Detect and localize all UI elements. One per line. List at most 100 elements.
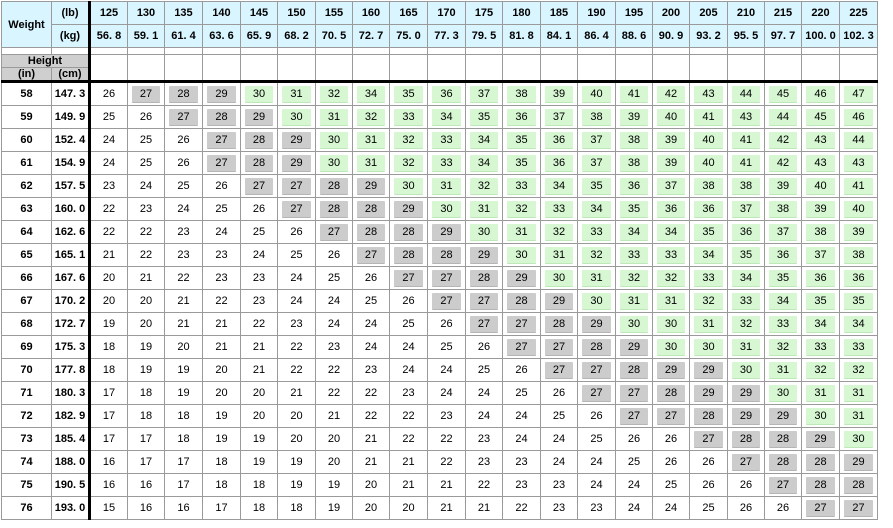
bmi-value: 29 xyxy=(620,338,648,356)
bmi-value-cell: 40 xyxy=(689,151,728,175)
height-in-cell: 73 xyxy=(1,427,52,451)
bmi-value-cell: 42 xyxy=(764,151,802,175)
bmi-value-cell: 19 xyxy=(277,450,316,474)
table-row: 64 162. 6 22 22 23 24 25 26 27 28 28 29 30 31 32 33 34 34… xyxy=(1,220,878,244)
bmi-value-cell: 15 xyxy=(88,496,128,520)
bmi-value: 45 xyxy=(806,108,835,126)
bmi-value-cell: 16 xyxy=(164,496,203,520)
bmi-value: 30 xyxy=(582,292,611,310)
bmi-value-cell: 24 xyxy=(352,312,390,336)
bmi-value: 27 xyxy=(545,338,573,356)
bmi-value-cell: 32 xyxy=(801,358,840,382)
bmi-value-cell: 39 xyxy=(652,151,690,175)
bmi-value: 33 xyxy=(394,108,423,126)
bmi-value-cell: 27 xyxy=(615,381,653,405)
bmi-value: 32 xyxy=(620,269,648,287)
bmi-value-cell: 27 xyxy=(839,496,878,520)
weight-kg-header: 88. 6 xyxy=(615,24,653,48)
bmi-value: 39 xyxy=(620,108,648,126)
bmi-value: 26 xyxy=(102,88,116,100)
bmi-value-cell: 18 xyxy=(164,404,203,428)
bmi-value: 22 xyxy=(364,410,378,422)
bmi-value-cell: 29 xyxy=(540,289,578,313)
bmi-value-cell: 34 xyxy=(839,312,878,336)
bmi-value-cell: 35 xyxy=(727,243,765,267)
bmi-value-cell: 17 xyxy=(164,450,203,474)
bmi-value: 29 xyxy=(282,131,311,149)
bmi-value: 32 xyxy=(582,246,611,264)
bmi-value-cell: 27 xyxy=(727,450,765,474)
height-in-cell: 71 xyxy=(1,381,52,405)
weight-lb-header: 155 xyxy=(315,1,353,25)
bmi-value-cell: 33 xyxy=(502,174,541,198)
bmi-value: 22 xyxy=(139,249,153,261)
bmi-value: 35 xyxy=(620,200,648,218)
bmi-value-cell: 31 xyxy=(839,381,878,405)
bmi-value: 28 xyxy=(169,85,198,103)
bmi-value-cell: 28 xyxy=(202,105,241,129)
bmi-value: 20 xyxy=(364,502,378,514)
bmi-value-cell: 29 xyxy=(240,105,278,129)
bmi-value-cell: 17 xyxy=(164,473,203,497)
spacer-cell xyxy=(315,47,353,55)
spacer-cell xyxy=(689,47,728,55)
bmi-value-cell: 32 xyxy=(652,266,690,290)
bmi-value: 28 xyxy=(245,131,273,149)
bmi-value: 22 xyxy=(102,203,116,215)
bmi-value: 25 xyxy=(477,364,491,376)
bmi-value-cell: 41 xyxy=(615,80,653,106)
blank-header-cell xyxy=(839,54,878,82)
bmi-value-cell: 38 xyxy=(801,220,840,244)
bmi-value-cell: 22 xyxy=(352,381,390,405)
bmi-value-cell: 18 xyxy=(127,404,165,428)
bmi-value: 18 xyxy=(139,410,153,422)
bmi-value: 24 xyxy=(327,318,341,330)
bmi-value: 35 xyxy=(806,292,835,310)
bmi-value: 23 xyxy=(215,249,228,261)
bmi-value-cell: 25 xyxy=(427,335,466,359)
bmi-value: 41 xyxy=(620,85,648,103)
bmi-value: 19 xyxy=(177,364,190,376)
cm-unit-label: (cm) xyxy=(51,67,90,82)
height-cm-cell: 167. 6 xyxy=(51,266,90,290)
bmi-value: 22 xyxy=(102,226,116,238)
table-row: 75 190. 5 16 16 17 18 18 19 19 20 21 21 22 23 23 24 24 25… xyxy=(1,473,878,497)
bmi-value: 24 xyxy=(552,456,566,468)
bmi-value: 31 xyxy=(694,315,723,333)
spacer-cell xyxy=(51,47,90,55)
bmi-value: 23 xyxy=(139,203,153,215)
bmi-value: 20 xyxy=(327,456,341,468)
bmi-value-cell: 34 xyxy=(689,243,728,267)
bmi-value-cell: 23 xyxy=(164,243,203,267)
bmi-value-cell: 35 xyxy=(502,151,541,175)
bmi-value-cell: 39 xyxy=(839,220,878,244)
bmi-value: 26 xyxy=(177,157,190,169)
height-in-cell: 59 xyxy=(1,105,52,129)
bmi-value-cell: 25 xyxy=(502,381,541,405)
height-in-cell: 63 xyxy=(1,197,52,221)
bmi-value: 27 xyxy=(694,430,723,448)
bmi-value: 40 xyxy=(694,131,723,149)
bmi-value: 27 xyxy=(432,269,461,287)
bmi-value: 29 xyxy=(432,223,461,241)
bmi-value: 25 xyxy=(139,134,153,146)
bmi-value: 33 xyxy=(582,223,611,241)
bmi-value-cell: 35 xyxy=(389,80,428,106)
bmi-value: 27 xyxy=(394,269,423,287)
bmi-value-cell: 22 xyxy=(389,404,428,428)
bmi-value: 31 xyxy=(357,131,385,149)
bmi-value: 29 xyxy=(207,85,236,103)
bmi-value-cell: 37 xyxy=(577,151,616,175)
bmi-value: 30 xyxy=(282,108,311,126)
bmi-value: 18 xyxy=(215,479,228,491)
bmi-value: 22 xyxy=(290,341,303,353)
bmi-value-cell: 23 xyxy=(202,266,241,290)
bmi-value-cell: 21 xyxy=(164,312,203,336)
bmi-value-cell: 29 xyxy=(615,335,653,359)
bmi-value: 32 xyxy=(769,338,797,356)
bmi-value-cell: 21 xyxy=(427,473,466,497)
bmi-value-cell: 26 xyxy=(127,105,165,129)
bmi-value: 28 xyxy=(470,269,498,287)
bmi-value: 20 xyxy=(139,295,153,307)
bmi-value-cell: 24 xyxy=(127,174,165,198)
